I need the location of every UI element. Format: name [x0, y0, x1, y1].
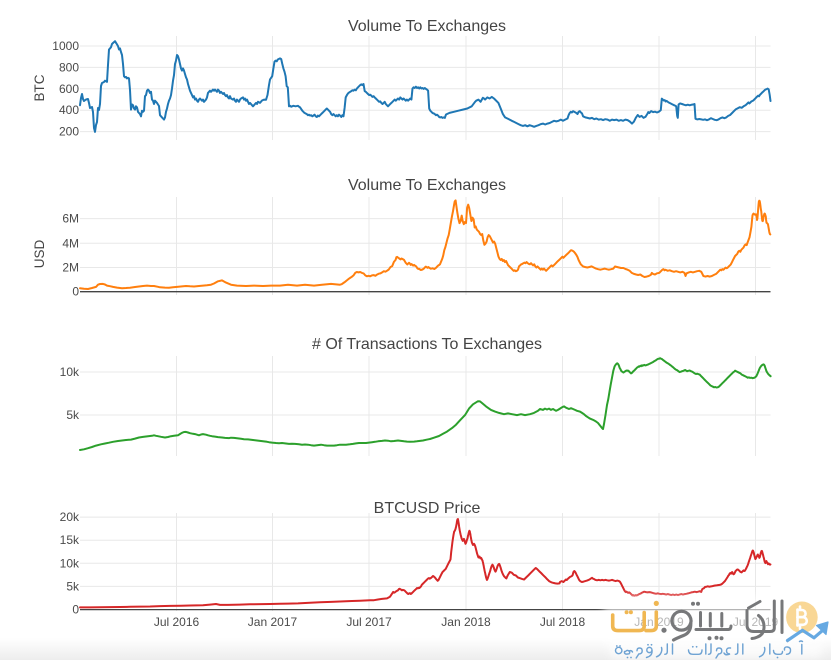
svg-text:Jul 2017: Jul 2017 — [346, 615, 392, 629]
svg-text:800: 800 — [59, 60, 79, 74]
svg-text:5k: 5k — [66, 579, 80, 593]
svg-text:Jan 2018: Jan 2018 — [441, 615, 491, 629]
svg-text:1000: 1000 — [52, 39, 79, 53]
svg-text:5k: 5k — [66, 408, 80, 422]
svg-text:USD: USD — [32, 240, 47, 269]
svg-text:15k: 15k — [60, 533, 80, 547]
svg-text:4M: 4M — [62, 236, 79, 250]
svg-text:600: 600 — [59, 82, 79, 96]
svg-text:Volume To Exchanges: Volume To Exchanges — [348, 177, 506, 194]
svg-text:10k: 10k — [60, 365, 80, 379]
svg-text:Volume To Exchanges: Volume To Exchanges — [348, 18, 506, 35]
svg-text:400: 400 — [59, 103, 79, 117]
svg-text:20k: 20k — [60, 510, 80, 524]
svg-text:0: 0 — [72, 603, 79, 617]
svg-text:200: 200 — [59, 125, 79, 139]
svg-text:Jul 2018: Jul 2018 — [540, 615, 586, 629]
svg-text:0: 0 — [72, 285, 79, 299]
svg-text:Jan 2017: Jan 2017 — [248, 615, 298, 629]
svg-text:# Of Transactions To Exchanges: # Of Transactions To Exchanges — [312, 336, 542, 353]
svg-text:2M: 2M — [62, 261, 79, 275]
svg-text:6M: 6M — [62, 212, 79, 226]
svg-text:10k: 10k — [60, 556, 80, 570]
svg-text:Jul 2016: Jul 2016 — [154, 615, 200, 629]
svg-text:BTC: BTC — [32, 74, 47, 101]
svg-text:BTCUSD Price: BTCUSD Price — [374, 500, 481, 517]
